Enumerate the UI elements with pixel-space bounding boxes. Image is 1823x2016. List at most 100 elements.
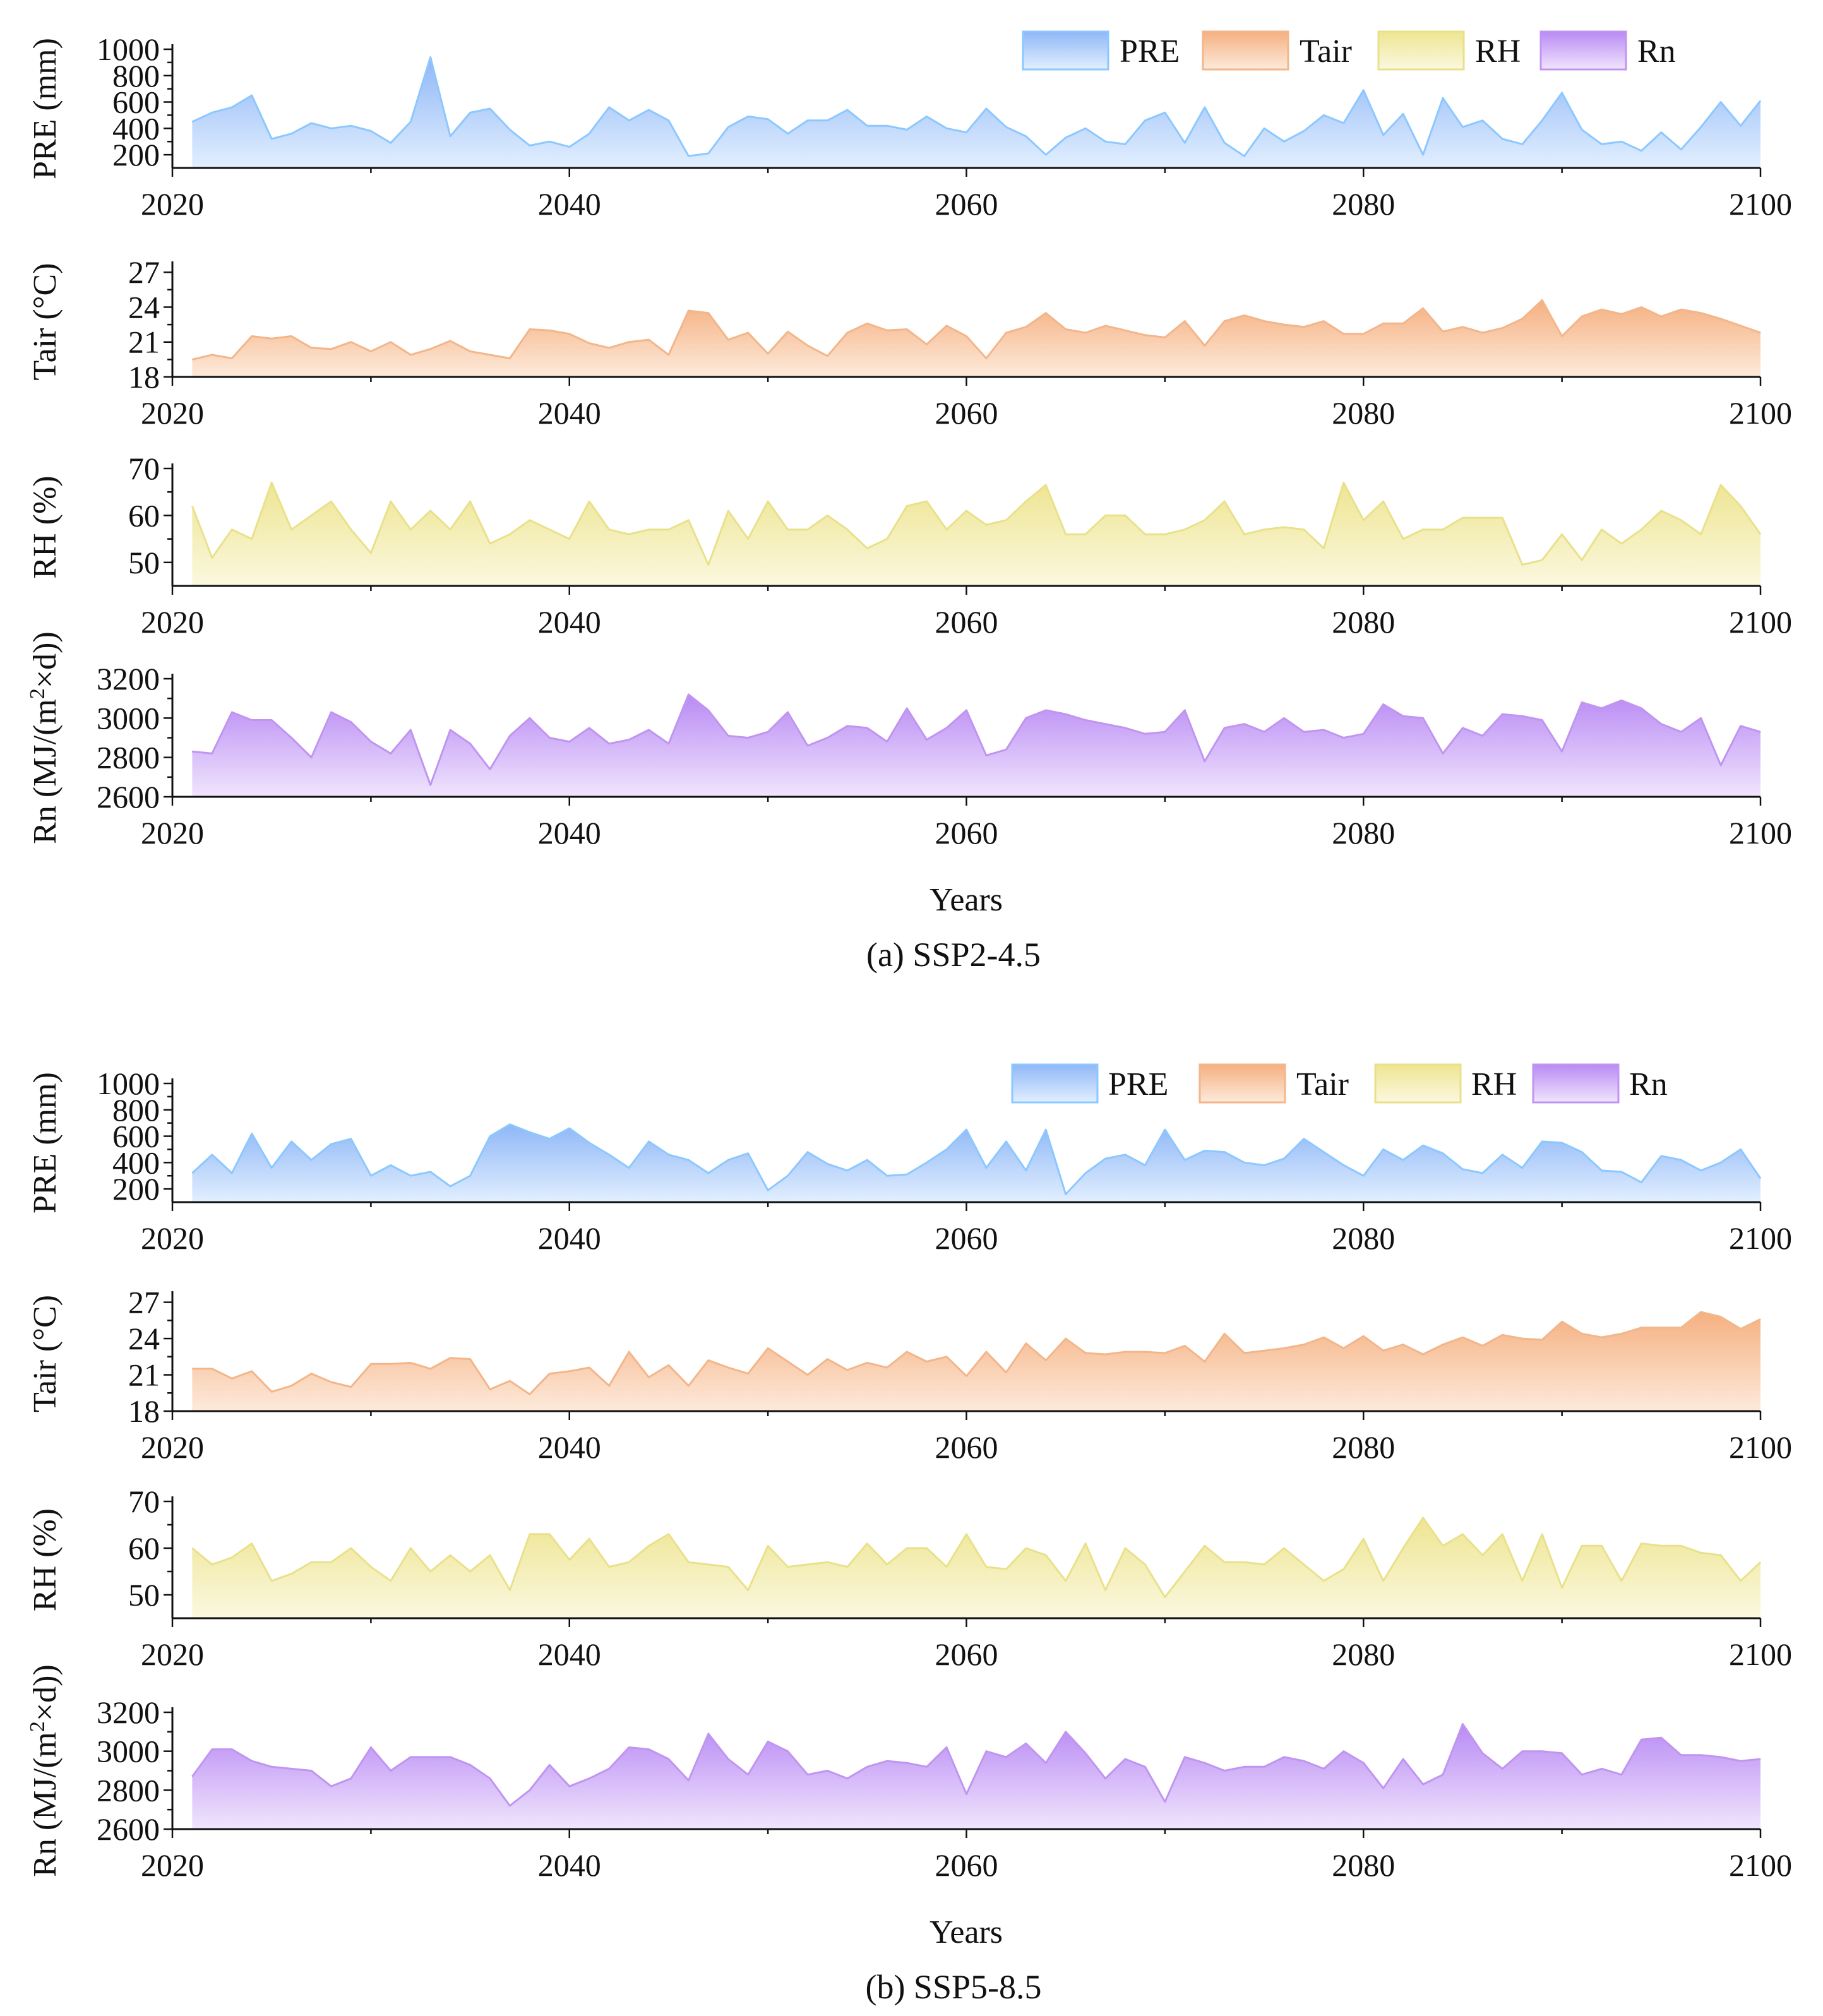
y-tick-label: 50 [128, 545, 160, 580]
data-point-pre [1502, 1154, 1503, 1155]
data-point-rn [529, 1789, 530, 1791]
data-point-rh [688, 1561, 689, 1563]
data-point-pre [291, 133, 292, 134]
data-point-rn [489, 768, 491, 770]
data-point-rh [291, 529, 292, 530]
data-point-tair [1462, 326, 1463, 328]
data-point-rn [569, 1786, 570, 1787]
data-point-pre [1005, 1141, 1007, 1142]
data-point-tair [1224, 1333, 1225, 1334]
data-point-tair [1244, 314, 1245, 316]
data-point-rn [628, 1747, 630, 1748]
data-point-pre [1462, 126, 1463, 128]
data-point-rh [450, 1554, 451, 1556]
data-point-rh [1065, 534, 1067, 535]
data-point-pre [668, 1154, 669, 1155]
data-point-rh [191, 1548, 193, 1549]
x-tick-label: 2040 [538, 815, 601, 850]
series-line-rn [191, 1723, 1761, 1807]
data-point-rn [191, 1776, 193, 1777]
subplot-rh: 50 60 70 2020 2040 2060 2080 2100 RH (%) [27, 1484, 1792, 1672]
data-point-tair [1601, 309, 1602, 310]
data-point-tair [1700, 1311, 1702, 1313]
data-point-tair [450, 340, 451, 342]
data-point-tair [787, 331, 789, 332]
data-point-rh [827, 1561, 828, 1563]
data-point-rn [390, 1770, 391, 1771]
data-point-rh [1343, 1568, 1344, 1570]
data-point-rh [1125, 515, 1126, 516]
legend-swatch-pre [1011, 1063, 1099, 1104]
data-point-rh [390, 501, 391, 502]
data-point-rh [1760, 1561, 1761, 1563]
data-point-rn [1502, 1768, 1503, 1769]
data-point-rh [291, 1573, 292, 1575]
series-line-pre [191, 1123, 1762, 1195]
legend-swatch-rh [1377, 30, 1465, 71]
data-point-pre [410, 121, 411, 122]
data-point-rn [1641, 1739, 1642, 1740]
x-tick-label: 2020 [141, 186, 204, 222]
data-point-pre [1204, 1150, 1205, 1151]
data-point-pre [827, 120, 828, 121]
data-point-rn [1402, 715, 1404, 717]
data-point-pre [727, 126, 729, 128]
data-point-rn [1343, 737, 1344, 738]
y-axis-title-pre: PRE (mm) [27, 38, 63, 179]
data-point-rh [1621, 1580, 1622, 1582]
y-tick-label: 24 [128, 289, 160, 325]
y-tick-label: 2600 [97, 1811, 160, 1847]
x-tick-label: 2040 [538, 1220, 601, 1256]
data-point-tair [191, 359, 193, 360]
data-point-pre [1085, 128, 1086, 129]
data-point-tair [489, 1389, 491, 1390]
data-point-pre [1482, 120, 1483, 121]
data-point-tair [291, 336, 292, 337]
x-tick-label: 2060 [935, 395, 998, 431]
y-tick-label: 2800 [97, 1772, 160, 1808]
y-tick-label: 50 [128, 1577, 160, 1613]
data-point-pre [1303, 1138, 1305, 1140]
data-point-tair [1005, 1372, 1007, 1373]
data-point-rn [291, 737, 292, 738]
series-line-rh [191, 1517, 1762, 1599]
data-point-rh [350, 529, 352, 530]
data-point-pre [926, 116, 928, 117]
area-pre [192, 1124, 1761, 1202]
data-point-rn [727, 1758, 729, 1760]
data-point-tair [1164, 337, 1166, 338]
data-point-tair [311, 347, 312, 349]
data-point-rh [450, 529, 451, 530]
data-point-rn [331, 1786, 332, 1787]
x-tick-label: 2060 [935, 1847, 998, 1883]
data-point-tair [787, 1361, 789, 1362]
y-axis-title-tair: Tair (°C) [27, 1295, 63, 1412]
data-point-rn [569, 741, 570, 743]
data-point-rh [1402, 1548, 1404, 1549]
area-tair [192, 300, 1761, 377]
x-tick-label: 2060 [935, 1637, 998, 1672]
data-point-pre [589, 133, 590, 134]
data-point-tair [291, 1385, 292, 1387]
x-tick-label: 2020 [141, 604, 204, 640]
data-point-pre [1740, 1148, 1742, 1150]
y-tick-label: 800 [112, 1092, 160, 1128]
x-tick-label: 2020 [141, 1429, 204, 1465]
x-tick-label: 2020 [141, 815, 204, 850]
data-point-rn [1383, 1787, 1384, 1789]
data-point-tair [1025, 326, 1027, 328]
data-point-rh [1224, 1561, 1225, 1563]
data-point-rn [549, 737, 550, 738]
data-point-pre [331, 128, 332, 129]
data-point-pre [1641, 150, 1642, 152]
y-tick-label: 21 [128, 325, 160, 360]
x-tick-label: 2100 [1729, 395, 1792, 431]
data-point-tair [866, 323, 868, 324]
data-point-tair [1740, 1328, 1742, 1330]
x-tick-label: 2020 [141, 1637, 204, 1672]
data-point-pre [1541, 120, 1543, 121]
data-point-pre [529, 145, 530, 146]
